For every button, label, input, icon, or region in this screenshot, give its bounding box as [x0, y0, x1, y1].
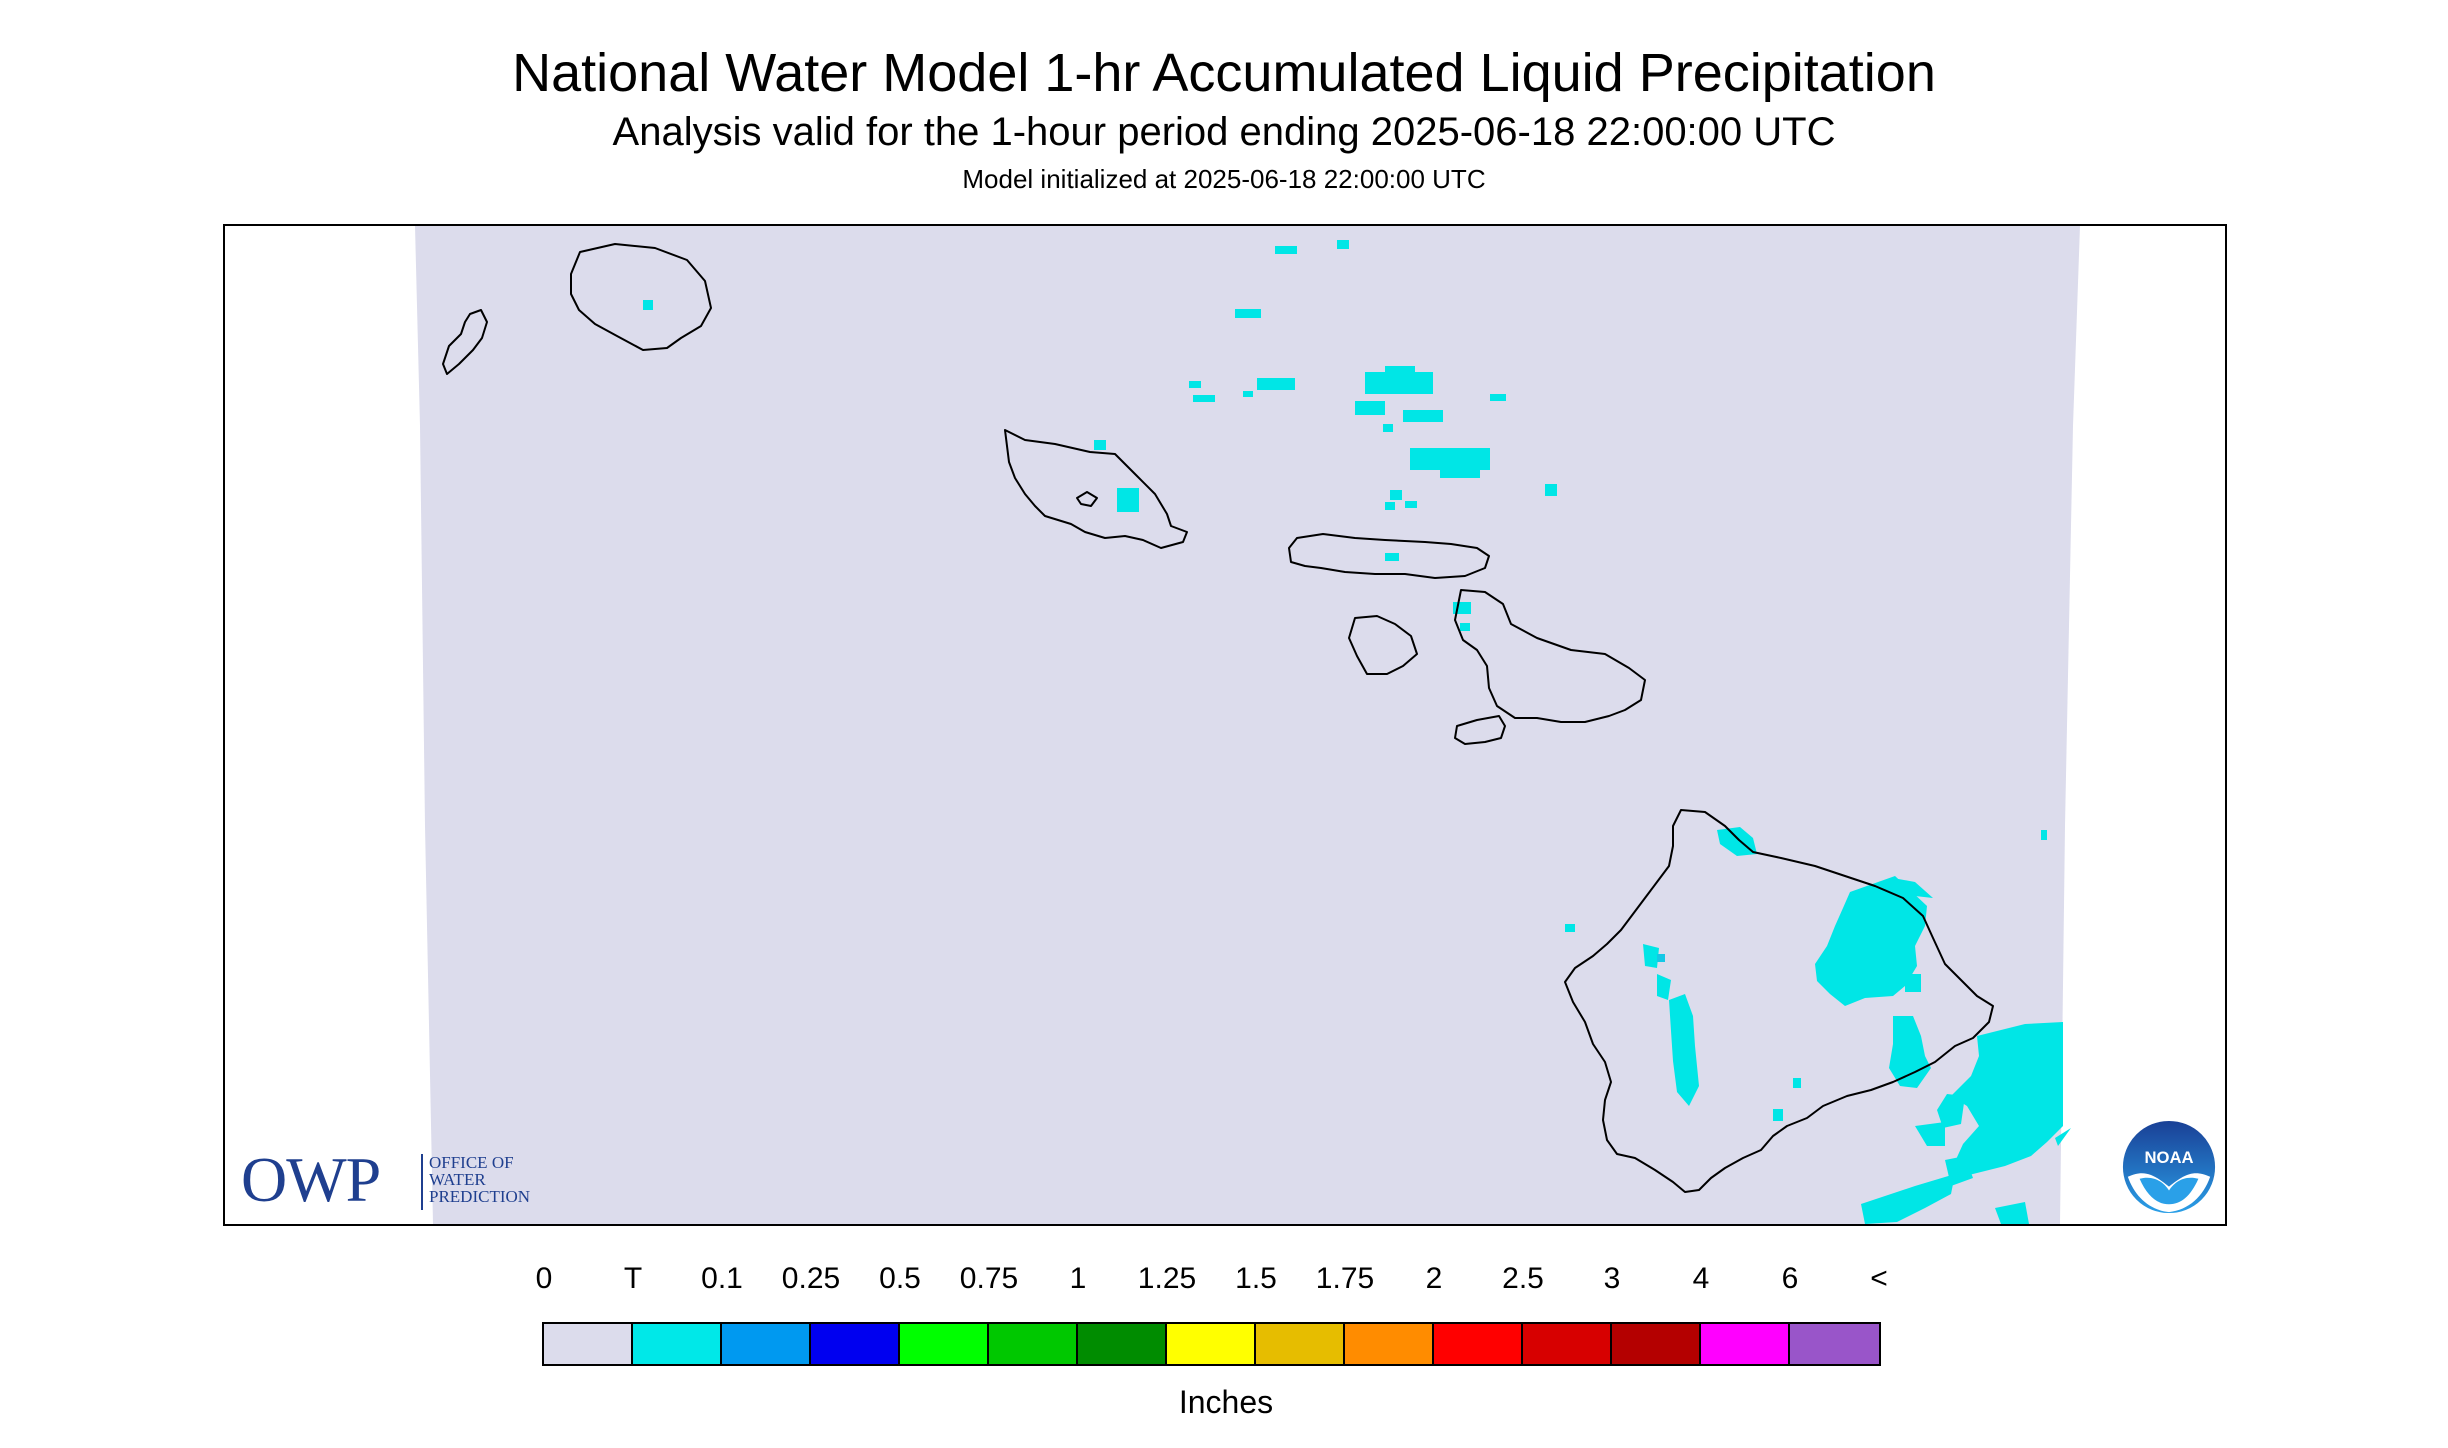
- lanai-coast: [1348, 615, 1418, 675]
- legend-swatch: [1701, 1324, 1790, 1364]
- legend-swatch: [1612, 1324, 1701, 1364]
- legend-label: 3: [1603, 1262, 1621, 1295]
- niihau-coast: [442, 309, 488, 375]
- kauai-coast: [570, 243, 712, 351]
- legend-swatch: [1434, 1324, 1523, 1364]
- precip-patches: [643, 240, 2071, 1224]
- legend-label: 0.75: [959, 1262, 1019, 1295]
- model-init-text: Model initialized at 2025-06-18 22:00:00…: [962, 164, 1486, 194]
- molokai-coast: [1288, 533, 1490, 579]
- legend-swatch: [989, 1324, 1078, 1364]
- kahoolawe-coast: [1454, 715, 1506, 745]
- legend-label: T: [623, 1262, 643, 1295]
- oahu-coast: [1004, 429, 1188, 549]
- legend-label: 1.75: [1315, 1262, 1375, 1295]
- precipitation-map: [415, 226, 2080, 1224]
- legend-colorbar: [542, 1322, 1881, 1366]
- legend-swatch: [1256, 1324, 1345, 1364]
- legend-label: 4: [1692, 1262, 1710, 1295]
- owp-line-2: WATER: [429, 1170, 486, 1189]
- color-legend: 0 T 0.1 0.25 0.5 0.75 1 1.25 1.5 1.75 2 2.5 3 4 6 < Inc…: [536, 1262, 1910, 1422]
- hawaii-coast: [1564, 809, 1994, 1193]
- noaa-logo-text: NOAA: [2144, 1148, 2193, 1167]
- owp-logo-text: OWP: [241, 1144, 381, 1215]
- legend-labels: 0 T 0.1 0.25 0.5 0.75 1 1.25 1.5 1.75 2 2.5 3 4 6 <: [536, 1262, 1910, 1302]
- legend-swatch: [1345, 1324, 1434, 1364]
- owp-line-1: OFFICE OF: [429, 1153, 514, 1172]
- legend-label: 0.5: [879, 1262, 921, 1295]
- legend-label: <: [1870, 1262, 1888, 1295]
- legend-label: 0.1: [701, 1262, 743, 1295]
- legend-swatch: [1790, 1324, 1879, 1364]
- owp-logo-separator: [421, 1154, 423, 1210]
- owp-line-3: PREDICTION: [429, 1187, 531, 1206]
- legend-swatch: [811, 1324, 900, 1364]
- legend-swatch: [1078, 1324, 1167, 1364]
- legend-label: 6: [1781, 1262, 1799, 1295]
- owp-logo-subtext: OFFICE OF WATER PREDICTION: [429, 1154, 530, 1205]
- legend-label: 2.5: [1502, 1262, 1544, 1295]
- legend-swatch: [900, 1324, 989, 1364]
- map-panel: OWP OFFICE OF WATER PREDICTION NOAA: [223, 224, 2227, 1226]
- noaa-logo: NOAA: [2120, 1118, 2218, 1216]
- owp-logo: OWP OFFICE OF WATER PREDICTION: [241, 1148, 561, 1218]
- legend-swatch: [1523, 1324, 1612, 1364]
- map-title: National Water Model 1-hr Accumulated Li…: [512, 43, 1936, 103]
- legend-swatch: [633, 1324, 722, 1364]
- coastlines: [442, 243, 1994, 1193]
- legend-label: 1: [1069, 1262, 1087, 1295]
- legend-label: 2: [1425, 1262, 1443, 1295]
- model-domain: [415, 226, 2080, 1224]
- legend-label: 0: [535, 1262, 553, 1295]
- legend-label: 1.25: [1137, 1262, 1197, 1295]
- legend-label: 1.5: [1235, 1262, 1277, 1295]
- legend-label: 0.25: [781, 1262, 841, 1295]
- pearl-harbor: [1076, 491, 1098, 507]
- legend-swatch: [1167, 1324, 1256, 1364]
- map-subtitle: Analysis valid for the 1-hour period end…: [612, 110, 1836, 154]
- precip-heavier: [1657, 954, 1665, 962]
- legend-units: Inches: [1178, 1384, 1274, 1420]
- legend-swatch: [722, 1324, 811, 1364]
- legend-swatch: [544, 1324, 633, 1364]
- maui-coast: [1454, 589, 1646, 723]
